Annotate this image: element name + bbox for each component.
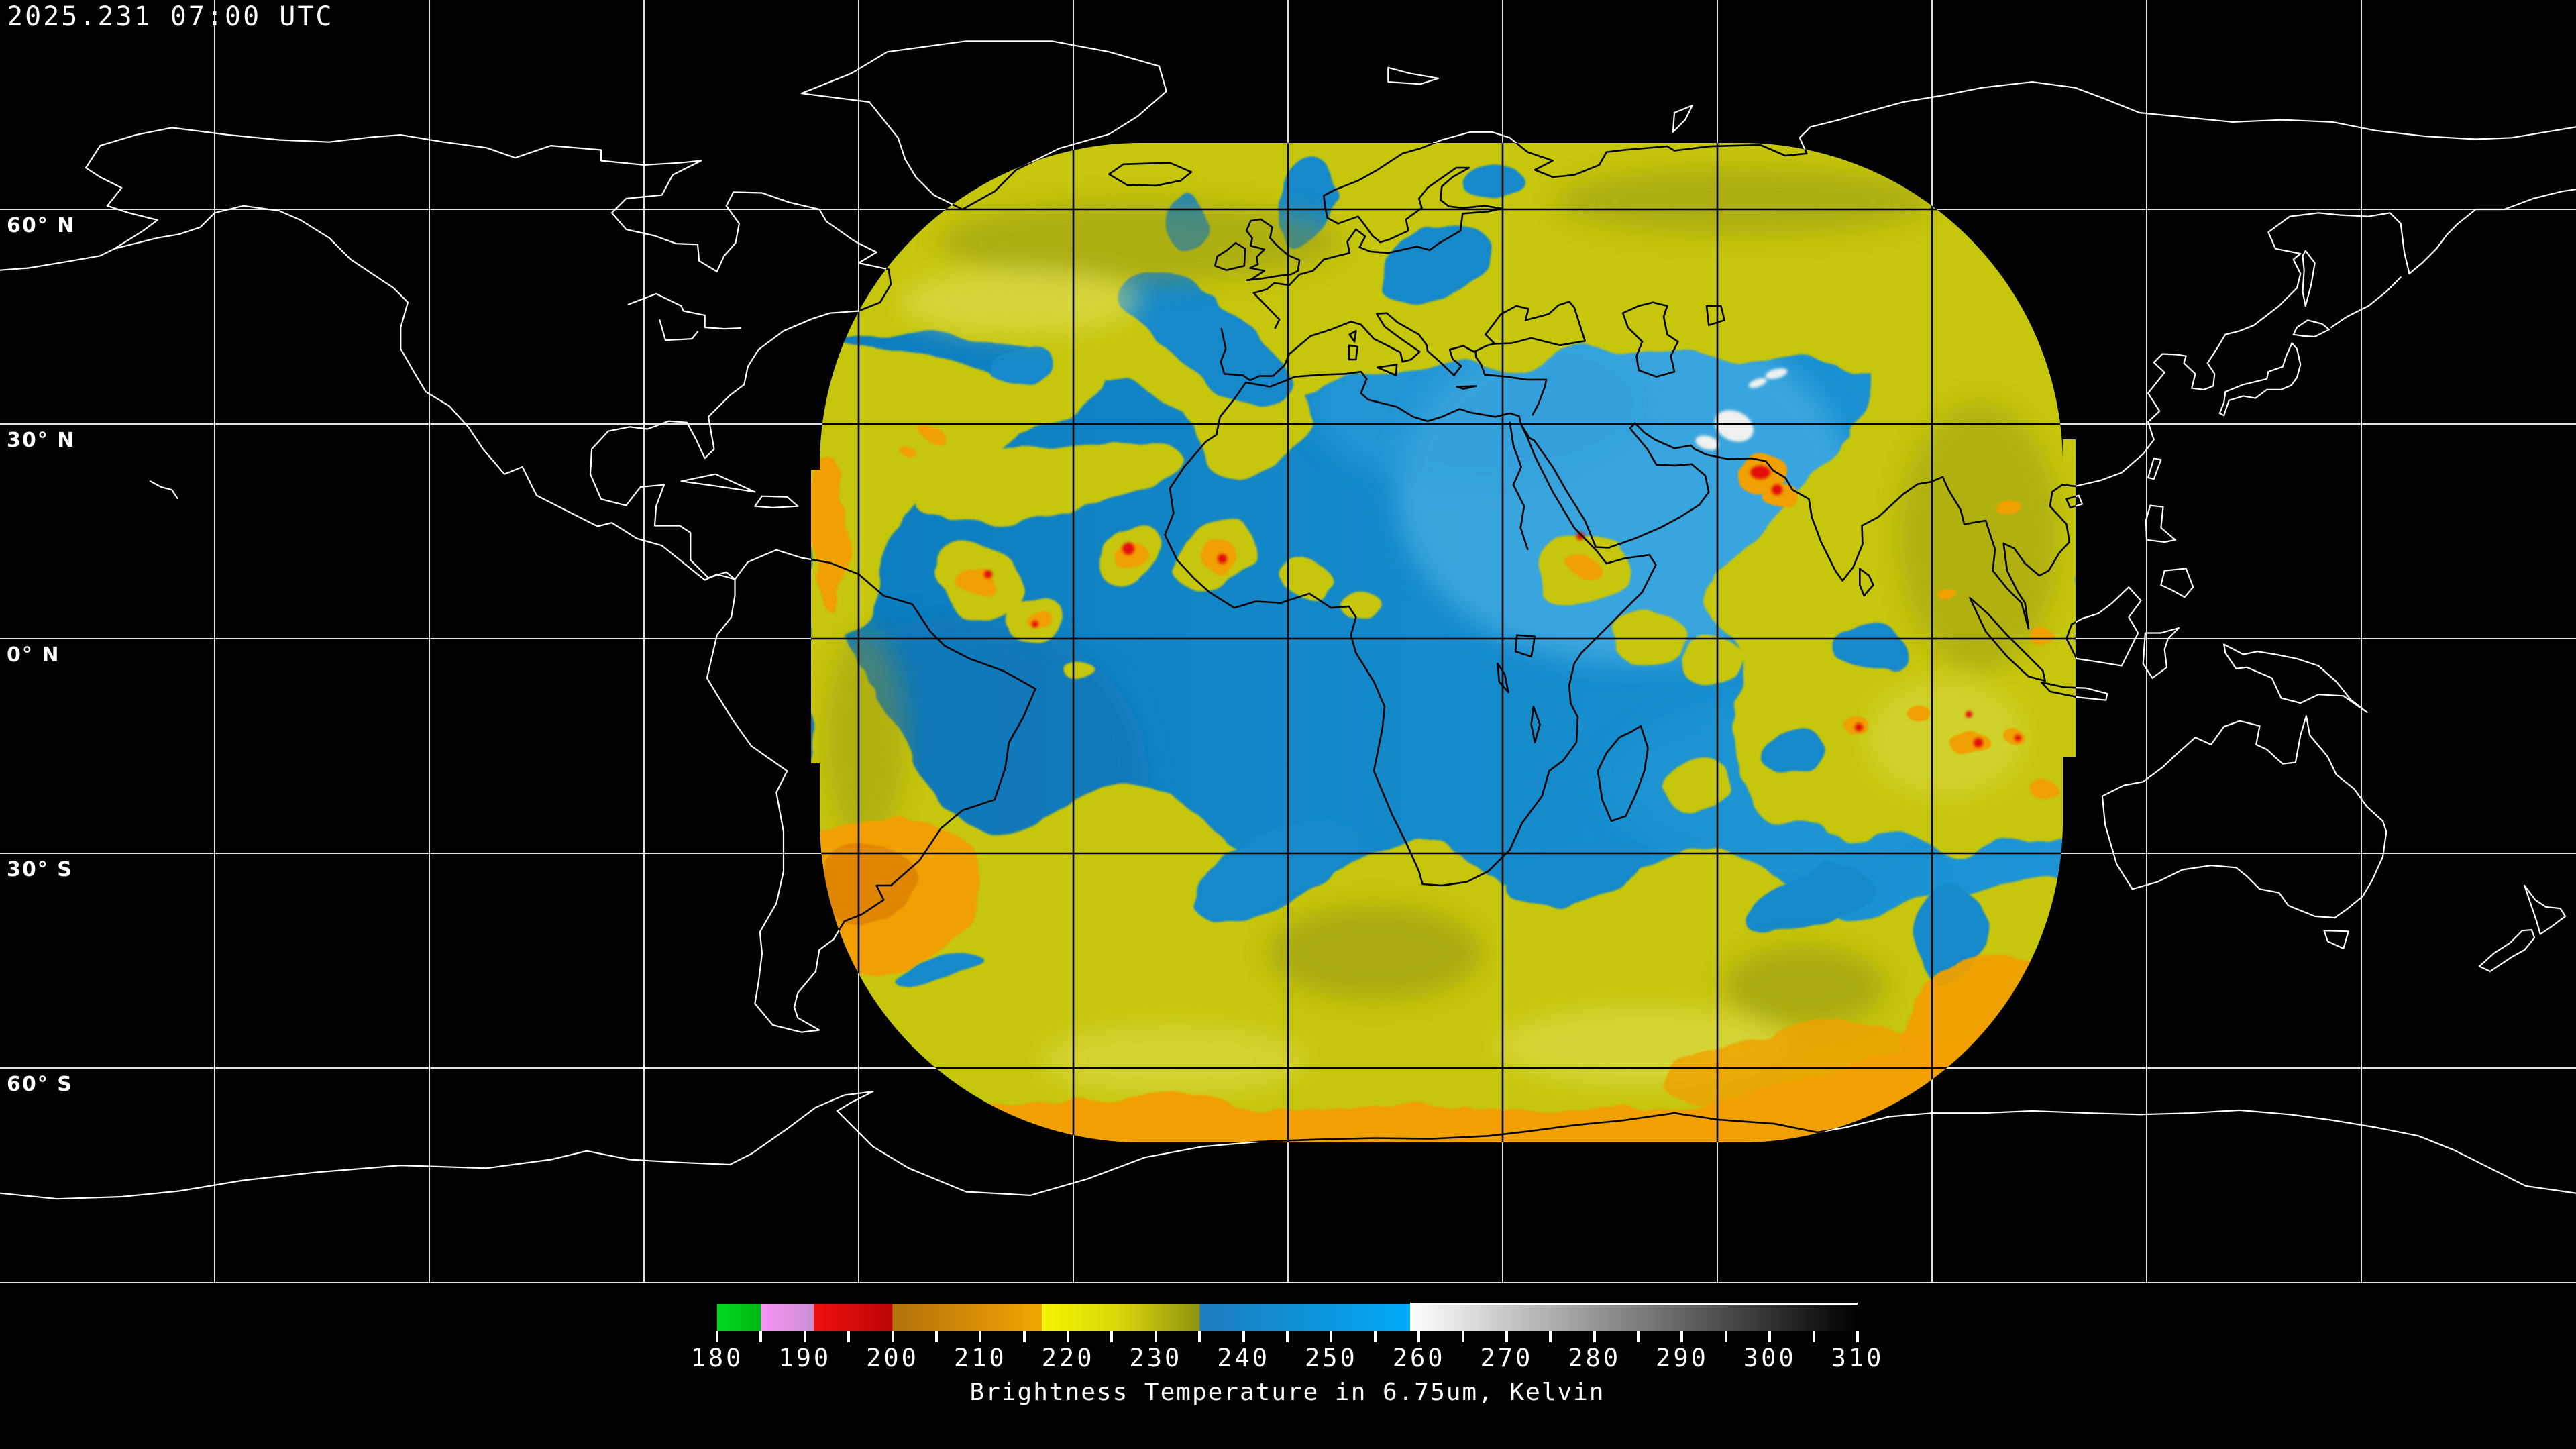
latitude-label: 60° N — [7, 214, 76, 237]
cloud-shading — [825, 168, 2059, 1097]
warm-surface-white-patches — [1695, 368, 1788, 450]
satellite-data-swath — [811, 143, 2076, 1142]
latitude-label: 0° N — [7, 643, 60, 667]
latitude-label: 60° S — [7, 1073, 73, 1096]
timestamp-label: 2025.231 07:00 UTC — [7, 1, 334, 32]
latitude-label: 30° S — [7, 858, 73, 881]
latitude-label: 30° N — [7, 429, 76, 452]
overshooting-tops-red — [984, 466, 2021, 747]
graticule-inside-swath — [0, 0, 2576, 1283]
